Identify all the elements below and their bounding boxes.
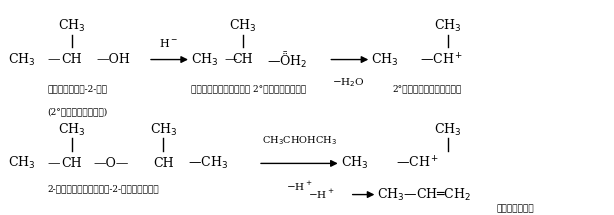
Text: −H$^+$: −H$^+$: [308, 188, 335, 201]
Text: −H$^+$: −H$^+$: [286, 180, 313, 193]
Text: CH: CH: [153, 157, 174, 170]
Text: CH$_3$: CH$_3$: [191, 52, 219, 68]
Text: —O—: —O—: [93, 157, 128, 170]
Text: −H$_2$O: −H$_2$O: [332, 76, 365, 89]
Text: —: —: [47, 53, 60, 66]
Text: CH$_3$CHOHCH$_3$: CH$_3$CHOHCH$_3$: [262, 134, 337, 147]
Text: प्रोटॉनीकृत 2°एल्कोहॉल: प्रोटॉनीकृत 2°एल्कोहॉल: [191, 84, 306, 93]
Text: CH$_3$: CH$_3$: [229, 18, 257, 34]
Text: CH: CH: [233, 53, 253, 66]
Text: —CH$^+$: —CH$^+$: [420, 52, 463, 67]
Text: —OH: —OH: [96, 53, 130, 66]
Text: CH$_3$: CH$_3$: [371, 52, 398, 68]
Text: CH: CH: [61, 157, 82, 170]
Text: CH$_3$: CH$_3$: [150, 122, 177, 138]
Text: प्रोपेन: प्रोपेन: [496, 205, 534, 214]
Text: CH$_3$: CH$_3$: [7, 52, 35, 68]
Text: CH: CH: [61, 53, 82, 66]
Text: CH$_3$: CH$_3$: [434, 122, 461, 138]
Text: प्रोपेन-2-ऑल: प्रोपेन-2-ऑल: [47, 84, 107, 93]
Text: —: —: [224, 53, 237, 66]
Text: CH$_3$: CH$_3$: [58, 18, 85, 34]
Text: 2°कार्बोधनायन: 2°कार्बोधनायन: [392, 84, 462, 93]
Text: H$^-$: H$^-$: [160, 37, 178, 49]
Text: (2°एल्कोहॉल): (2°एल्कोहॉल): [47, 107, 107, 116]
Text: CH$_3$: CH$_3$: [7, 155, 35, 171]
Text: CH$_3$—CH═CH$_2$: CH$_3$—CH═CH$_2$: [377, 187, 472, 203]
Text: —CH$^+$: —CH$^+$: [395, 156, 439, 171]
Text: CH$_3$: CH$_3$: [341, 155, 368, 171]
Text: —ȪH$_2$: —ȪH$_2$: [267, 49, 308, 70]
Text: CH$_3$: CH$_3$: [434, 18, 461, 34]
Text: —: —: [47, 157, 60, 170]
Text: CH$_3$: CH$_3$: [58, 122, 85, 138]
Text: —CH$_3$: —CH$_3$: [188, 155, 228, 171]
Text: 2-प्रोपॉक्सी-2-प्रोपेन: 2-प्रोपॉक्सी-2-प्रोपेन: [47, 184, 159, 193]
